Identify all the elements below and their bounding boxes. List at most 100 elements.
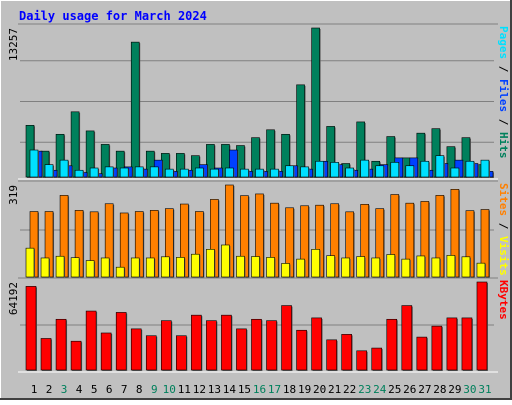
bar-pages-day-30 xyxy=(465,160,475,178)
y-axis-max-label: 13257 xyxy=(7,28,20,61)
bar-visits-day-26 xyxy=(401,258,411,278)
bar-visits-day-10 xyxy=(160,256,170,278)
x-tick-label-day-8: 8 xyxy=(136,383,143,396)
bar-hits-day-19 xyxy=(296,84,305,178)
bar-kbytes-day-19 xyxy=(296,329,307,371)
right-label-part: / xyxy=(497,59,510,79)
x-tick-label-day-18: 18 xyxy=(283,383,296,396)
bar-kbytes-day-28 xyxy=(431,325,443,371)
right-label-part: Files xyxy=(497,79,510,112)
x-tick-label-day-26: 26 xyxy=(403,383,416,396)
x-tick-label-day-28: 28 xyxy=(433,383,446,396)
bar-pages-day-27 xyxy=(420,160,430,178)
right-label-part: / xyxy=(497,112,510,132)
bar-kbytes-day-8 xyxy=(130,328,142,371)
right-label-part: / xyxy=(497,216,510,236)
right-series-label: KBytes xyxy=(497,280,510,320)
bar-kbytes-day-23 xyxy=(356,350,368,371)
bar-visits-day-11 xyxy=(176,257,185,278)
y-axis-max-label: 64192 xyxy=(7,282,20,315)
bar-visits-day-17 xyxy=(266,257,275,278)
x-tick-label-day-29: 29 xyxy=(448,383,461,396)
bar-visits-day-4 xyxy=(70,257,80,278)
bar-pages-day-12 xyxy=(195,167,204,178)
bar-visits-day-12 xyxy=(191,253,200,278)
bar-pages-day-14 xyxy=(225,167,234,178)
bar-kbytes-day-24 xyxy=(371,347,383,371)
bar-kbytes-day-29 xyxy=(446,317,458,371)
bar-pages-day-26 xyxy=(405,165,415,178)
right-label-part: KBytes xyxy=(497,280,510,320)
x-tick-label-day-24: 24 xyxy=(373,383,387,396)
bar-kbytes-day-20 xyxy=(311,317,322,371)
bar-pages-day-21 xyxy=(330,162,339,178)
bar-visits-day-23 xyxy=(356,256,366,278)
bar-visits-day-2 xyxy=(40,257,50,278)
bar-visits-day-18 xyxy=(281,263,290,278)
bar-pages-day-16 xyxy=(255,168,264,178)
right-label-part: Sites xyxy=(497,183,510,216)
bar-pages-day-24 xyxy=(375,165,385,178)
bar-kbytes-day-22 xyxy=(341,334,352,371)
bar-kbytes-day-10 xyxy=(160,320,172,371)
bar-kbytes-day-26 xyxy=(401,305,413,371)
x-tick-label-day-27: 27 xyxy=(418,383,431,396)
bar-kbytes-day-6 xyxy=(100,332,112,371)
bar-visits-day-27 xyxy=(416,255,426,278)
bar-kbytes-day-18 xyxy=(281,305,292,371)
bar-visits-day-8 xyxy=(130,257,140,278)
bar-visits-day-25 xyxy=(386,254,396,278)
bar-kbytes-day-1 xyxy=(25,286,37,371)
bar-pages-day-25 xyxy=(390,162,400,178)
panel-1: 13257 Pages / Files / Hits xyxy=(7,23,510,180)
x-axis-labels: 1 2 3 4 5 6 7 8 9 10 11 12 13 14 15 16 17 18 19 20 21 22 23 24 2… xyxy=(31,383,492,396)
right-label-part: Pages xyxy=(497,26,510,59)
bar-visits-day-24 xyxy=(371,257,381,278)
bar-visits-day-28 xyxy=(431,257,441,278)
x-tick-label-day-7: 7 xyxy=(121,383,128,396)
bar-visits-day-30 xyxy=(461,256,471,278)
x-tick-label-day-4: 4 xyxy=(76,383,83,396)
bar-kbytes-day-3 xyxy=(55,318,67,371)
x-tick-label-day-30: 30 xyxy=(463,383,476,396)
x-tick-label-day-13: 13 xyxy=(208,383,221,396)
chart-panels: 13257 Pages / Files / Hits 319 Sites / Visi… xyxy=(7,23,510,373)
chart-title: Daily usage for March 2024 xyxy=(19,9,207,23)
bar-pages-day-11 xyxy=(180,168,189,178)
bar-visits-day-16 xyxy=(251,256,260,278)
bar-kbytes-day-14 xyxy=(221,314,232,371)
bar-visits-day-15 xyxy=(236,255,245,278)
bar-pages-day-17 xyxy=(270,168,279,178)
bar-kbytes-day-11 xyxy=(176,335,187,371)
y-axis-max-label: 319 xyxy=(7,185,20,205)
bar-visits-day-1 xyxy=(25,247,35,278)
bar-pages-day-4 xyxy=(74,169,84,178)
right-label-part: Visits xyxy=(497,236,510,276)
bar-pages-day-5 xyxy=(89,167,99,178)
bar-kbytes-day-25 xyxy=(386,318,398,371)
bar-hits-day-20 xyxy=(311,27,320,178)
x-tick-label-day-6: 6 xyxy=(106,383,113,396)
x-tick-label-day-23: 23 xyxy=(358,383,371,396)
bar-visits-day-22 xyxy=(341,257,350,278)
bar-pages-day-2 xyxy=(44,164,54,178)
bar-visits-day-31 xyxy=(476,262,486,278)
bar-visits-day-7 xyxy=(115,266,125,278)
bar-visits-day-14 xyxy=(221,244,230,278)
x-tick-label-day-5: 5 xyxy=(91,383,98,396)
bar-kbytes-day-12 xyxy=(191,314,202,371)
bar-visits-day-6 xyxy=(100,257,110,278)
bar-kbytes-day-30 xyxy=(461,317,473,371)
bar-kbytes-day-5 xyxy=(85,310,97,371)
bar-pages-day-28 xyxy=(435,155,445,178)
panel-3: 64192 KBytes xyxy=(7,277,510,373)
bar-kbytes-day-15 xyxy=(236,328,247,371)
bar-pages-day-3 xyxy=(59,159,69,178)
bar-pages-day-9 xyxy=(149,166,159,178)
x-tick-label-day-1: 1 xyxy=(31,383,38,396)
bar-kbytes-day-7 xyxy=(115,312,127,371)
x-tick-label-day-11: 11 xyxy=(178,383,191,396)
